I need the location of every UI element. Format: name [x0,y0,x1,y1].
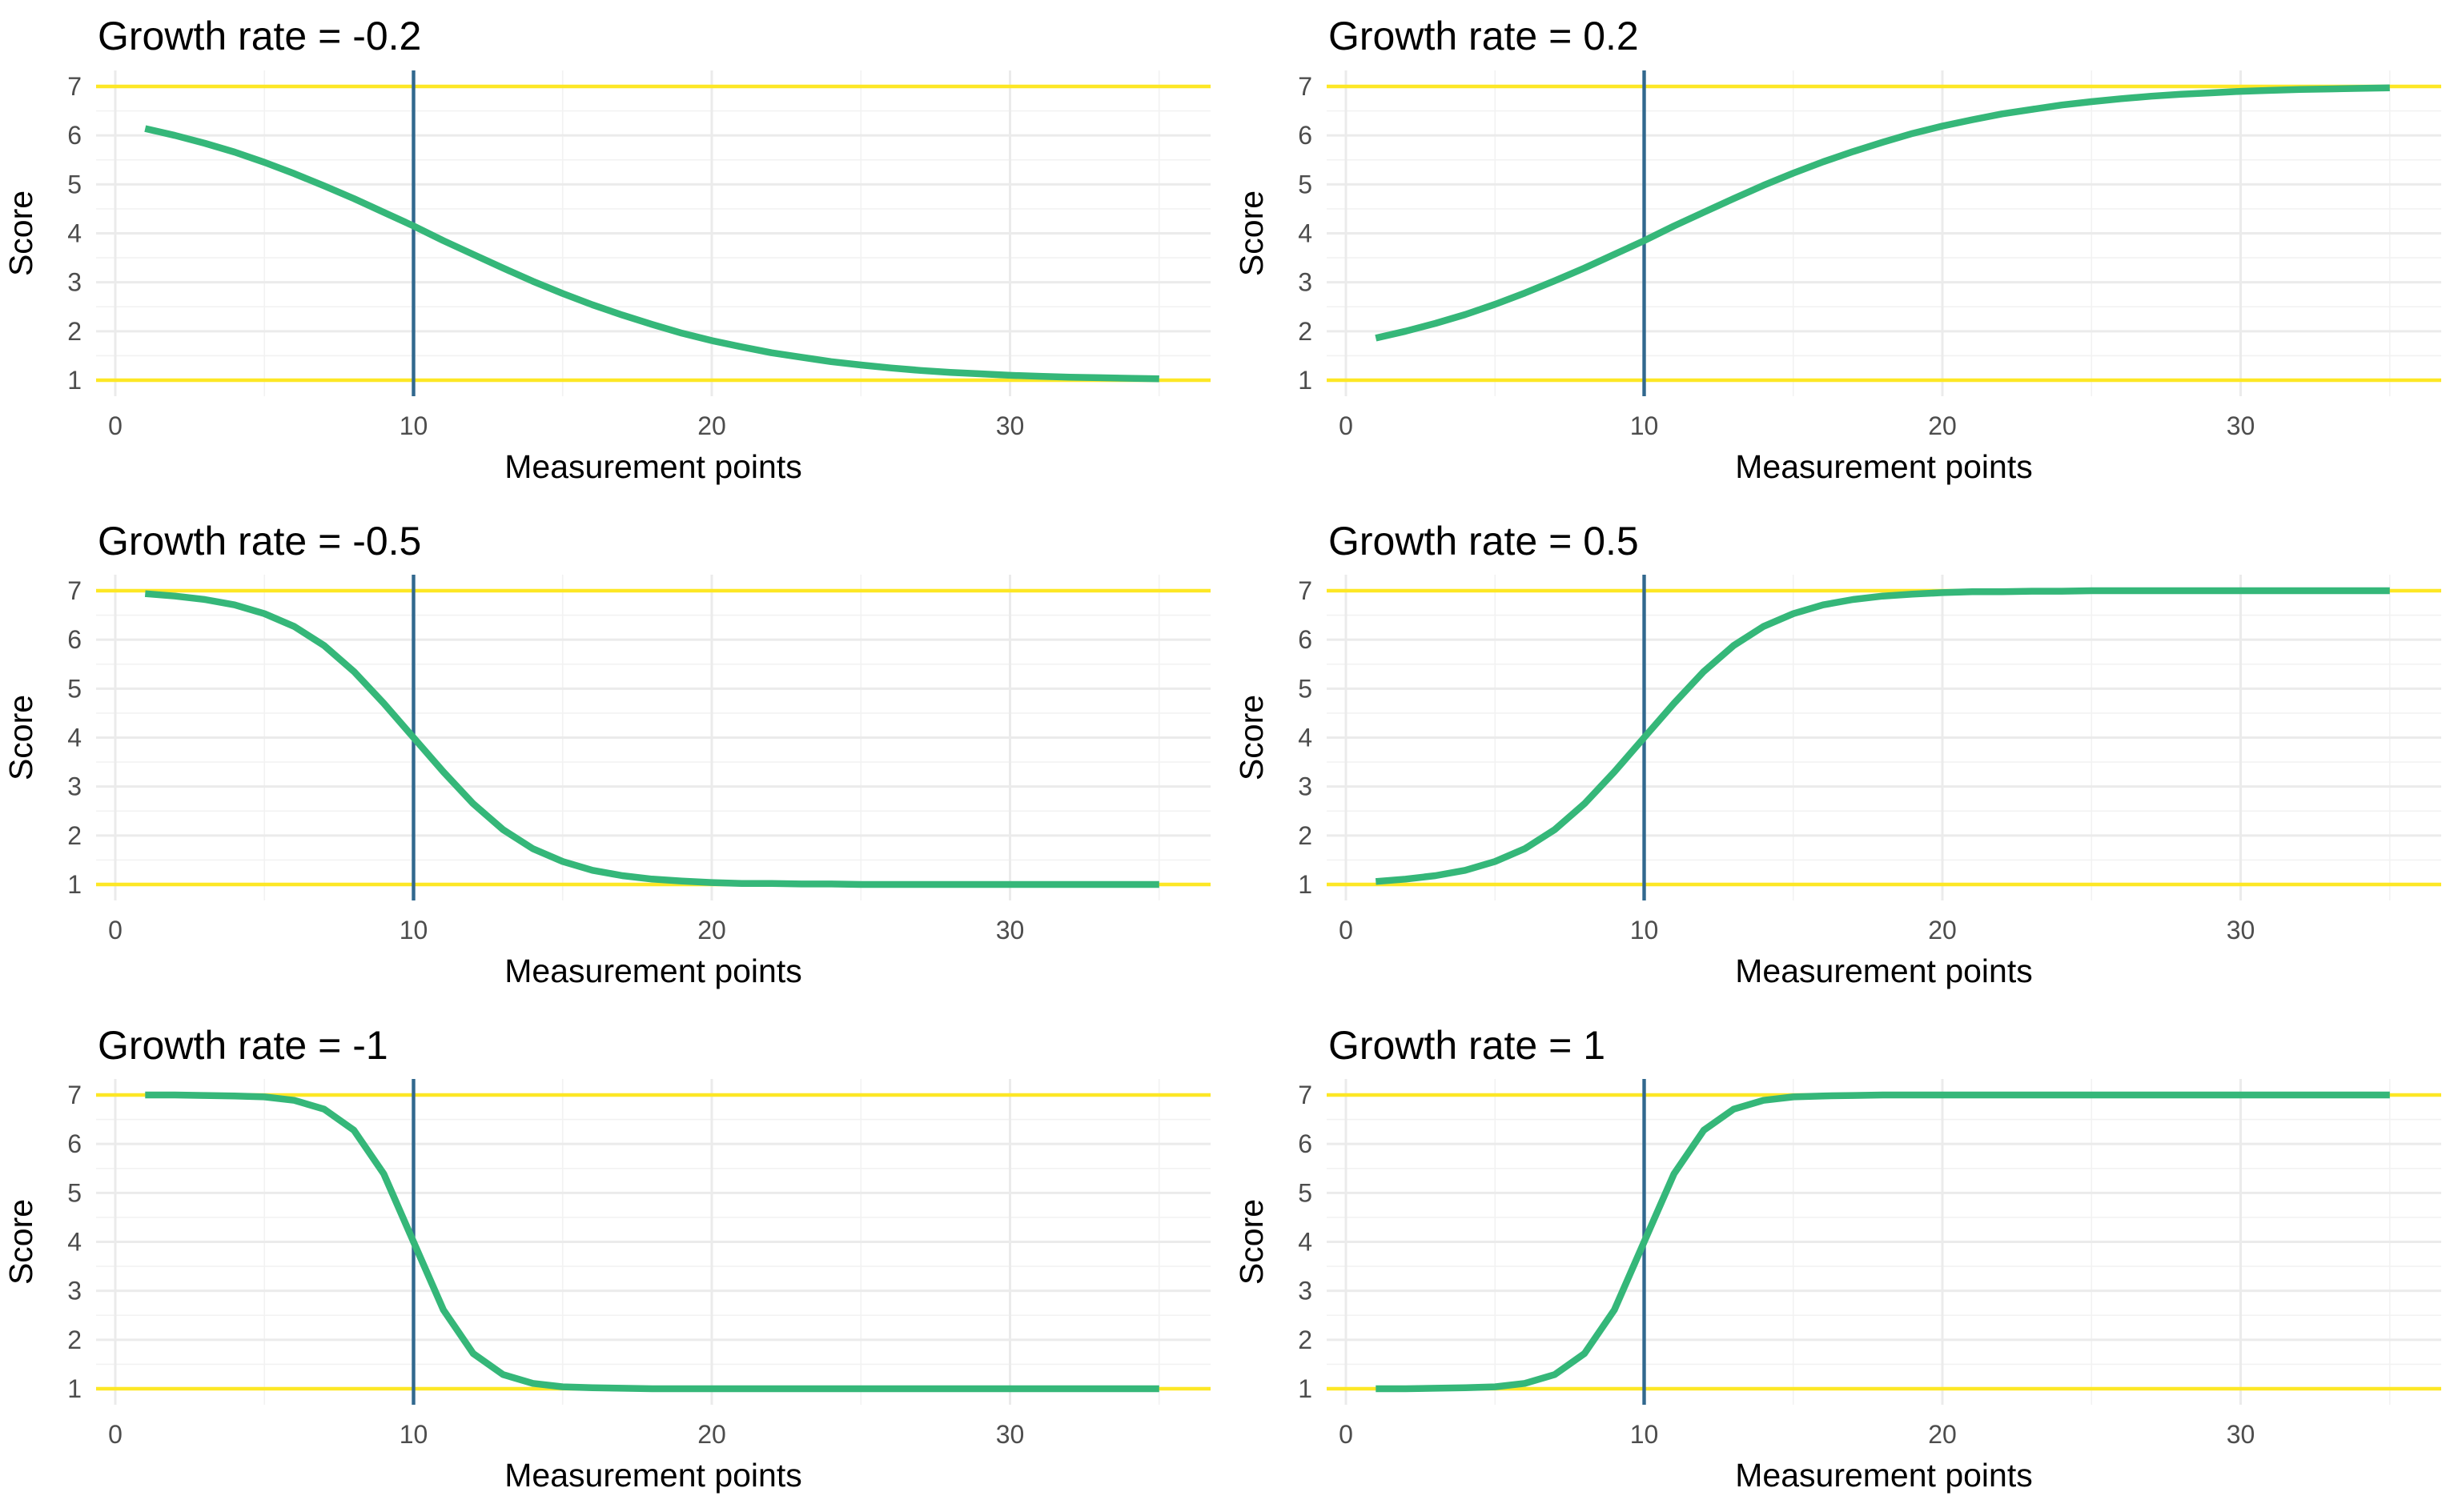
y-tick-label: 4 [67,724,82,752]
y-tick-label: 2 [67,1326,82,1354]
x-tick-label: 10 [400,916,428,944]
y-tick-label: 4 [67,1228,82,1257]
x-tick-label: 10 [400,1420,428,1449]
panel-title: Growth rate = -0.5 [98,519,421,563]
y-tick-label: 2 [1298,317,1312,346]
x-tick-label: 30 [996,411,1025,440]
panel-title: Growth rate = 0.2 [1328,14,1639,58]
y-tick-label: 2 [1298,821,1312,850]
y-tick-label: 4 [1298,1228,1312,1257]
score-curve [144,590,1159,888]
y-tick-label: 6 [67,121,82,150]
score-curve [1375,84,2390,342]
panel-4: 1 2 3 4 5 6 7 0 10 20 30 Growth rate = 0.5 Measureme… [1233,519,2441,989]
panel-2: 1 2 3 4 5 6 7 0 10 20 30 Growth rate = 0.2 Measureme… [1233,14,2441,485]
y-tick-label: 6 [1298,625,1312,654]
x-tick-label: 20 [1928,1420,1957,1449]
x-tick-label: 20 [697,916,726,944]
x-tick-label: 10 [1630,916,1659,944]
y-tick-label: 1 [1298,1374,1312,1403]
x-axis-title: Measurement points [1735,1457,2032,1494]
score-curve [145,1091,1159,1393]
x-tick-label: 0 [108,916,122,944]
y-tick-label: 6 [67,625,82,654]
y-axis-title: Score [1233,191,1270,276]
x-axis-title: Measurement points [504,1457,801,1494]
x-tick-label: 20 [697,1420,726,1449]
y-tick-label: 3 [1298,1277,1312,1305]
y-tick-label: 5 [1298,674,1312,703]
x-tick-label: 30 [996,1420,1025,1449]
y-tick-label: 6 [1298,1129,1312,1158]
y-tick-label: 6 [1298,121,1312,150]
y-tick-label: 1 [1298,366,1312,395]
panel-title: Growth rate = 1 [1328,1023,1605,1068]
x-tick-label: 0 [1339,916,1353,944]
x-axis-title: Measurement points [504,448,801,485]
x-tick-label: 10 [400,411,428,440]
score-curve [144,125,1159,383]
y-tick-label: 1 [1298,870,1312,899]
y-tick-label: 1 [67,1374,82,1403]
x-tick-label: 0 [1339,1420,1353,1449]
y-tick-label: 3 [67,772,82,801]
y-tick-label: 1 [67,366,82,395]
y-tick-label: 2 [67,317,82,346]
x-tick-label: 0 [108,411,122,440]
y-tick-label: 7 [67,72,82,101]
x-tick-label: 30 [2227,1420,2255,1449]
panel-3: 1 2 3 4 5 6 7 0 10 20 30 Growth rate = -0.5 Measurem… [2,519,1211,989]
score-curve [1375,587,2390,885]
y-tick-label: 5 [67,1178,82,1207]
y-axis-title: Score [2,191,39,276]
x-tick-label: 30 [996,916,1025,944]
y-tick-label: 1 [67,870,82,899]
panel-title: Growth rate = -1 [98,1023,388,1068]
x-axis-title: Measurement points [504,953,801,989]
x-axis-title: Measurement points [1735,448,2032,485]
x-tick-label: 10 [1630,411,1659,440]
panel-title: Growth rate = -0.2 [98,14,421,58]
y-axis-title: Score [1233,695,1270,780]
panel-5: 1 2 3 4 5 6 7 0 10 20 30 Growth rate = -1 Measuremen… [2,1023,1211,1494]
y-tick-label: 7 [1298,72,1312,101]
x-tick-label: 30 [2227,411,2255,440]
y-tick-label: 4 [1298,219,1312,248]
y-axis-title: Score [2,1199,39,1285]
x-tick-label: 20 [697,411,726,440]
x-tick-label: 20 [1928,411,1957,440]
y-tick-label: 2 [1298,1326,1312,1354]
y-tick-label: 2 [67,821,82,850]
x-tick-label: 20 [1928,916,1957,944]
y-tick-label: 3 [1298,268,1312,297]
y-tick-label: 7 [1298,1081,1312,1109]
y-tick-label: 5 [67,170,82,199]
x-axis-title: Measurement points [1735,953,2032,989]
y-tick-label: 5 [1298,170,1312,199]
y-tick-label: 6 [67,1129,82,1158]
panel-6: 1 2 3 4 5 6 7 0 10 20 30 Growth rate = 1 Measurement… [1233,1023,2441,1494]
y-tick-label: 3 [67,1277,82,1305]
x-tick-label: 0 [1339,411,1353,440]
y-tick-label: 7 [1298,576,1312,605]
y-axis-title: Score [1233,1199,1270,1285]
y-tick-label: 5 [1298,1178,1312,1207]
panel-1: 1 2 3 4 5 6 7 0 10 20 30 Growth rate = -0.2 Measurem… [2,14,1211,485]
y-tick-label: 7 [67,576,82,605]
score-curve [1376,1091,2390,1393]
x-tick-label: 0 [108,1420,122,1449]
y-tick-label: 5 [67,674,82,703]
y-tick-label: 3 [1298,772,1312,801]
x-tick-label: 30 [2227,916,2255,944]
x-tick-label: 10 [1630,1420,1659,1449]
y-tick-label: 4 [1298,724,1312,752]
y-tick-label: 4 [67,219,82,248]
panel-title: Growth rate = 0.5 [1328,519,1639,563]
y-tick-label: 7 [67,1081,82,1109]
y-axis-title: Score [2,695,39,780]
y-tick-label: 3 [67,268,82,297]
